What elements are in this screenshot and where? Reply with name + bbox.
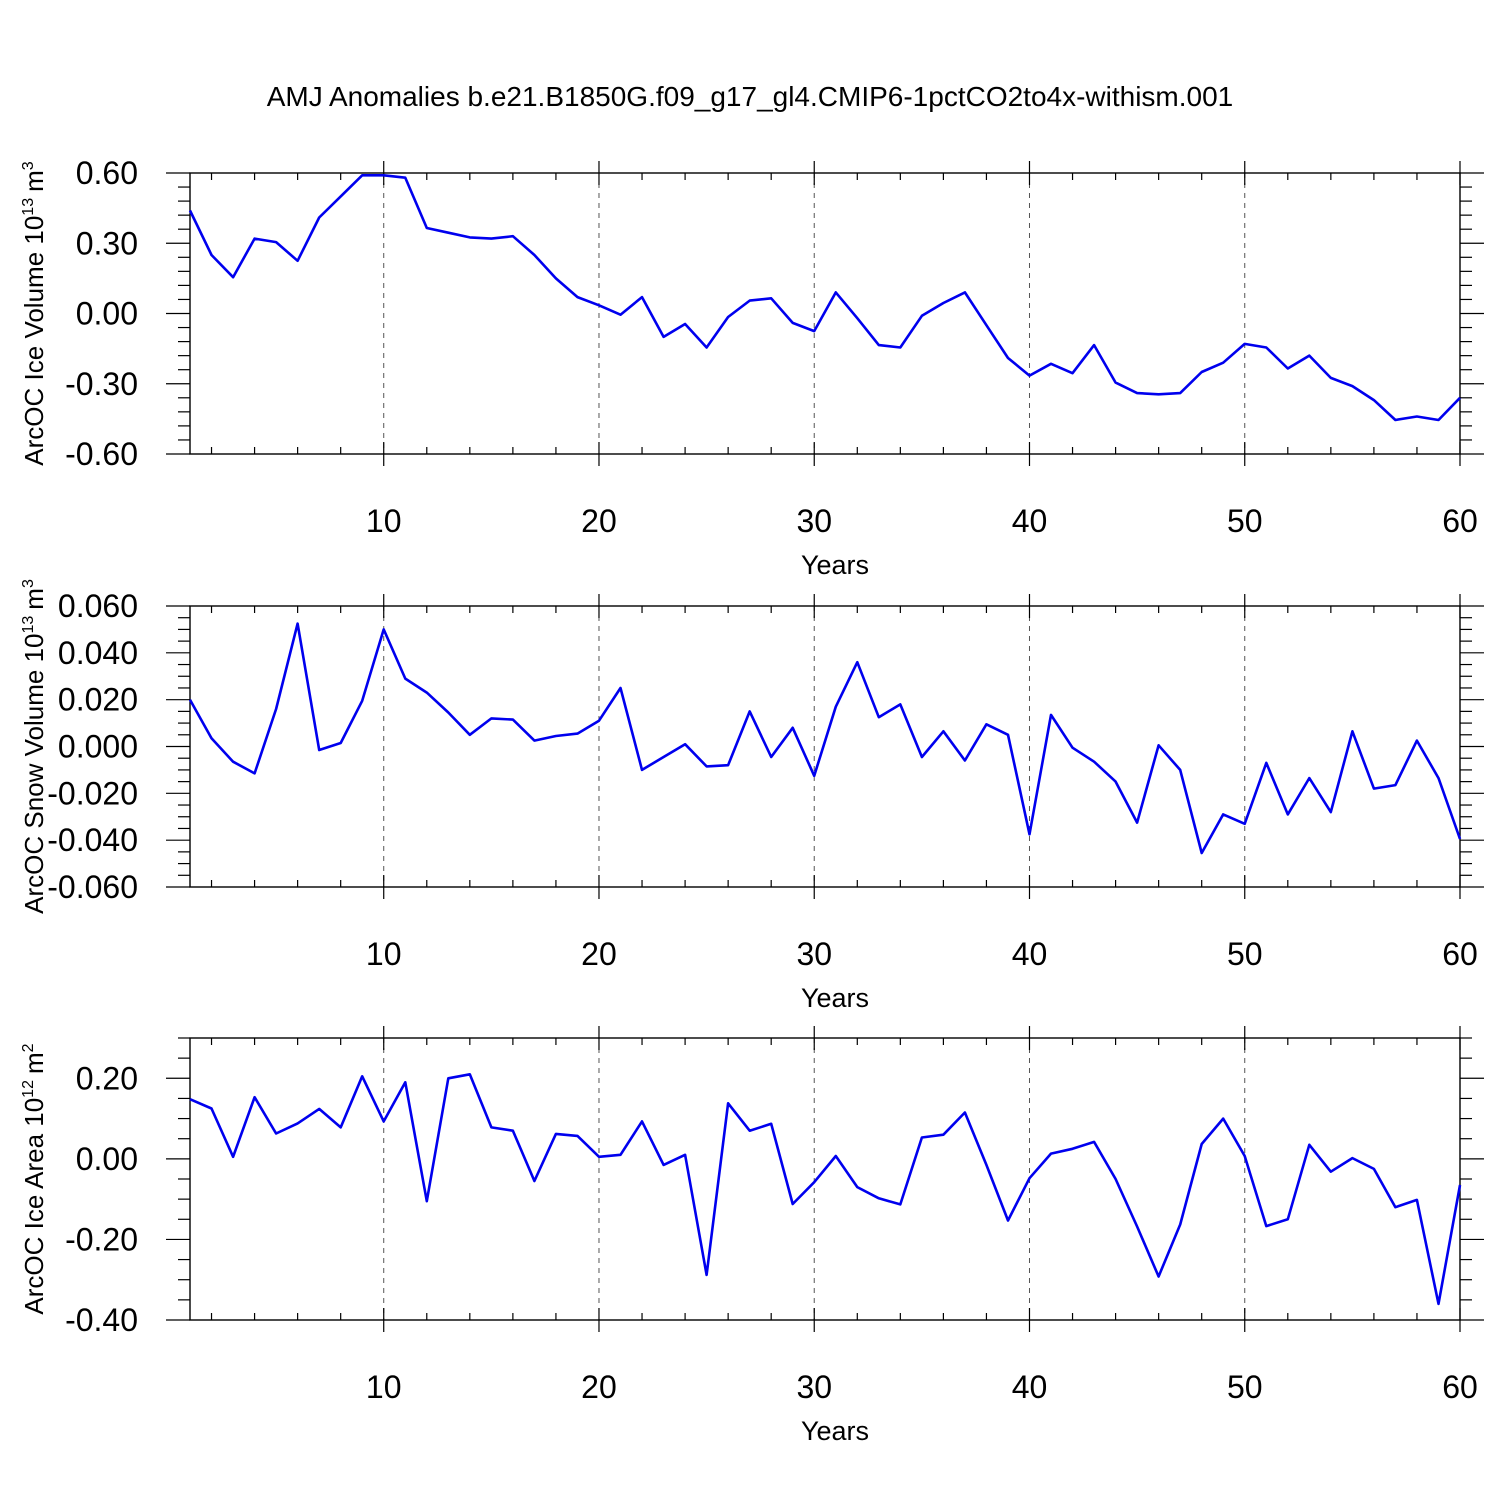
y-axis-label: ArcOC Ice Area 1012 m2	[19, 1043, 49, 1314]
y-tick-label: 0.30	[76, 225, 138, 261]
y-tick-label: 0.000	[58, 729, 138, 765]
series-line	[188, 622, 1462, 855]
x-tick-label: 30	[796, 1369, 832, 1405]
x-axis-label: Years	[801, 550, 869, 580]
y-axis-label-unit: m	[19, 1052, 49, 1074]
y-tick-label: 0.020	[58, 682, 138, 718]
x-tick-label: 50	[1227, 936, 1263, 972]
y-axis-label-unit: m	[19, 588, 49, 610]
y-axis-label-unit-exponent: 2	[20, 1043, 37, 1052]
y-axis-label-main: ArcOC Snow Volume 10	[19, 634, 49, 914]
x-tick-label: 40	[1012, 936, 1048, 972]
panel-1: 10 20 30 40 50 60 -0.60 -0.30 0.00 0.30 0.60 Years A…	[19, 155, 1484, 580]
x-tick-label: 40	[1012, 1369, 1048, 1405]
y-tick-label: 0.060	[58, 588, 138, 624]
x-tick-label: 30	[796, 936, 832, 972]
x-tick-label: 20	[581, 503, 617, 539]
panel-3: 10 20 30 40 50 60 -0.40 -0.20 0.00 0.20 Years ArcOC…	[19, 1026, 1484, 1446]
y-axis-label-main: ArcOC Ice Area 10	[19, 1098, 49, 1315]
panels: 10 20 30 40 50 60 -0.60 -0.30 0.00 0.30 0.60 Years A…	[19, 155, 1484, 1446]
x-tick-label: 10	[366, 503, 402, 539]
y-axis-label: ArcOC Ice Volume 1013 m3	[19, 161, 49, 465]
y-axis-label-unit: m	[19, 170, 49, 192]
x-axis-label: Years	[801, 983, 869, 1013]
y-axis-label-exponent: 12	[20, 1080, 37, 1098]
y-axis-label-unit-exponent: 3	[20, 579, 37, 588]
panel-2: 10 20 30 40 50 60 -0.060 -0.040 -0.020 0.000 0.020…	[19, 579, 1484, 1013]
x-tick-label: 60	[1442, 936, 1478, 972]
plot-frame	[189, 605, 1461, 888]
y-axis-label: ArcOC Snow Volume 1013 m3	[19, 579, 49, 914]
x-tick-label: 40	[1012, 503, 1048, 539]
x-axis-label: Years	[801, 1416, 869, 1446]
y-axis-label-unit-exponent: 3	[20, 161, 37, 170]
x-tick-label: 10	[366, 936, 402, 972]
x-tick-label: 30	[796, 503, 832, 539]
y-tick-label: -0.30	[65, 366, 138, 402]
x-tick-label: 50	[1227, 503, 1263, 539]
y-tick-label: 0.00	[76, 1141, 138, 1177]
y-tick-label: 0.20	[76, 1060, 138, 1096]
x-tick-label: 20	[581, 936, 617, 972]
x-tick-label: 50	[1227, 1369, 1263, 1405]
y-axis-label-exponent: 13	[20, 198, 37, 216]
y-tick-label: 0.60	[76, 155, 138, 191]
y-tick-label: -0.040	[47, 822, 138, 858]
y-tick-label: 0.00	[76, 296, 138, 332]
y-tick-label: 0.040	[58, 635, 138, 671]
x-tick-label: 60	[1442, 503, 1478, 539]
series-line	[188, 174, 1461, 422]
figure-title: AMJ Anomalies b.e21.B1850G.f09_g17_gl4.C…	[267, 81, 1234, 112]
plot-frame	[189, 1037, 1461, 1321]
y-tick-label: -0.60	[65, 436, 138, 472]
x-tick-label: 20	[581, 1369, 617, 1405]
y-tick-label: -0.020	[47, 775, 138, 811]
y-axis-label-main: ArcOC Ice Volume 10	[19, 216, 49, 466]
y-axis-label-exponent: 13	[20, 616, 37, 634]
y-tick-label: -0.40	[65, 1302, 138, 1338]
x-tick-label: 60	[1442, 1369, 1478, 1405]
y-tick-label: -0.060	[47, 869, 138, 905]
y-tick-label: -0.20	[65, 1221, 138, 1257]
x-tick-label: 10	[366, 1369, 402, 1405]
series-line	[189, 1073, 1462, 1306]
